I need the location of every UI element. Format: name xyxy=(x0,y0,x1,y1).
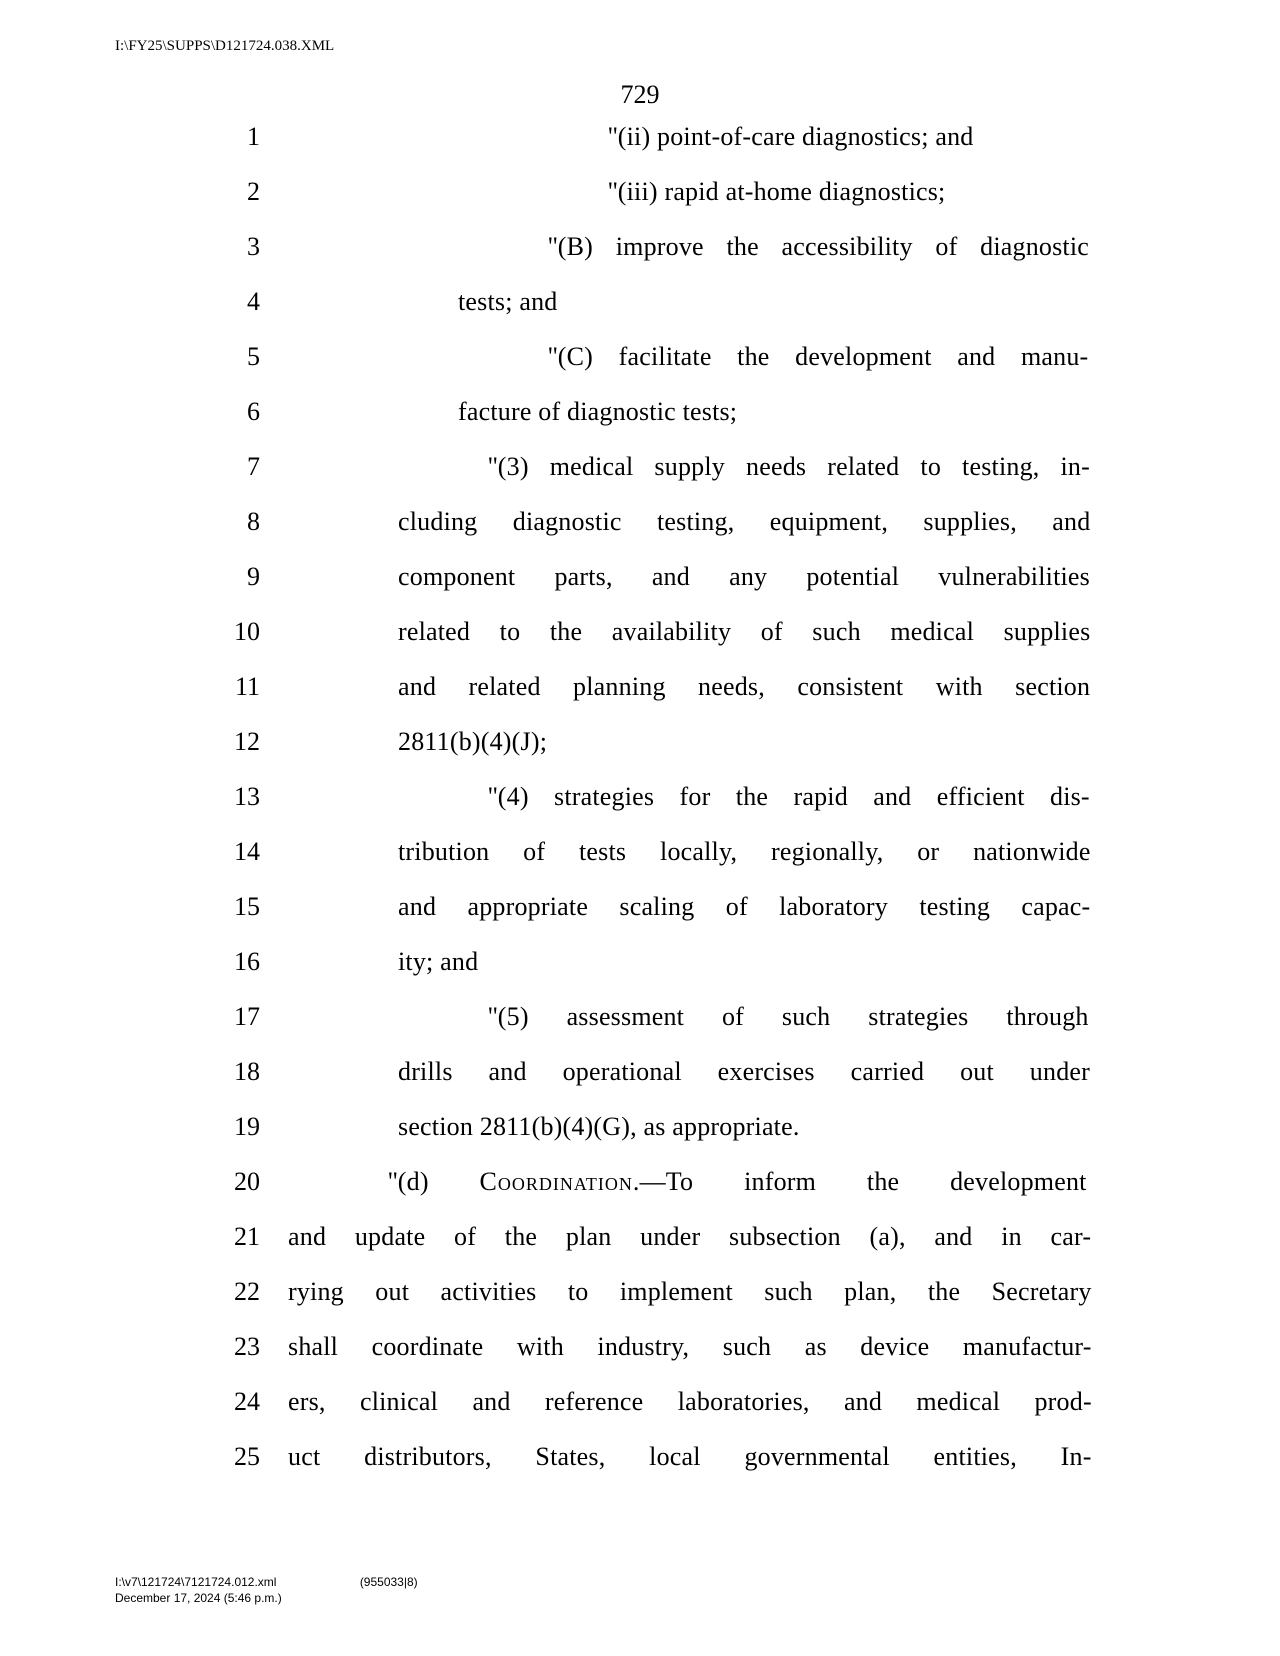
bill-line: 11and related planning needs, consistent… xyxy=(200,672,1080,727)
line-number: 20 xyxy=(200,1167,288,1197)
line-text: ''(B) improve the accessibility of diagn… xyxy=(288,232,1089,262)
line-number: 25 xyxy=(200,1442,288,1472)
line-text: tribution of tests locally, regionally, … xyxy=(288,837,1091,867)
line-text: ity; and xyxy=(288,947,478,977)
line-text: rying out activities to implement such p… xyxy=(288,1277,1092,1307)
bill-line: 3''(B) improve the accessibility of diag… xyxy=(200,232,1080,287)
line-number: 9 xyxy=(200,562,288,592)
line-text: shall coordinate with industry, such as … xyxy=(288,1332,1092,1362)
line-number: 18 xyxy=(200,1057,288,1087)
line-number: 24 xyxy=(200,1387,288,1417)
line-number: 22 xyxy=(200,1277,288,1307)
line-text: drills and operational exercises carried… xyxy=(288,1057,1090,1087)
line-text: ''(4) strategies for the rapid and effic… xyxy=(288,782,1090,812)
line-text: cluding diagnostic testing, equipment, s… xyxy=(288,507,1090,537)
bill-line: 21and update of the plan under subsectio… xyxy=(200,1222,1080,1277)
bill-line: 2''(iii) rapid at-home diagnostics; xyxy=(200,177,1080,232)
bill-line: 7''(3) medical supply needs related to t… xyxy=(200,452,1080,507)
line-number: 23 xyxy=(200,1332,288,1362)
line-text: ''(d) Coordination.—To inform the develo… xyxy=(288,1167,1087,1197)
line-number: 17 xyxy=(200,1002,288,1032)
line-number: 1 xyxy=(200,122,288,152)
bill-line: 22rying out activities to implement such… xyxy=(200,1277,1080,1332)
line-text: ''(C) facilitate the development and man… xyxy=(288,342,1088,372)
bill-text-content: 1''(ii) point-of-care diagnostics; and2'… xyxy=(200,122,1080,1497)
line-text: and appropriate scaling of laboratory te… xyxy=(288,892,1090,922)
line-number: 21 xyxy=(200,1222,288,1252)
bill-line: 6facture of diagnostic tests; xyxy=(200,397,1080,452)
line-number: 8 xyxy=(200,507,288,537)
line-number: 5 xyxy=(200,342,288,372)
line-number: 3 xyxy=(200,232,288,262)
bill-line: 23shall coordinate with industry, such a… xyxy=(200,1332,1080,1387)
bill-line: 16ity; and xyxy=(200,947,1080,1002)
line-text: ''(iii) rapid at-home diagnostics; xyxy=(288,177,945,207)
line-text: and update of the plan under subsection … xyxy=(288,1222,1091,1252)
line-text: section 2811(b)(4)(G), as appropriate. xyxy=(288,1112,800,1142)
bill-line: 24ers, clinical and reference laboratori… xyxy=(200,1387,1080,1442)
page-number: 729 xyxy=(0,80,1280,110)
footer-version-id: (955033|8) xyxy=(360,1574,418,1590)
line-text: 2811(b)(4)(J); xyxy=(288,727,547,757)
line-text: uct distributors, States, local governme… xyxy=(288,1442,1092,1472)
line-number: 16 xyxy=(200,947,288,977)
line-text: related to the availability of such medi… xyxy=(288,617,1090,647)
bill-line: 4tests; and xyxy=(200,287,1080,342)
bill-line: 20''(d) Coordination.—To inform the deve… xyxy=(200,1167,1080,1222)
line-number: 13 xyxy=(200,782,288,812)
bill-line: 15and appropriate scaling of laboratory … xyxy=(200,892,1080,947)
line-number: 7 xyxy=(200,452,288,482)
bill-line: 14tribution of tests locally, regionally… xyxy=(200,837,1080,892)
bill-line: 5''(C) facilitate the development and ma… xyxy=(200,342,1080,397)
line-text: and related planning needs, consistent w… xyxy=(288,672,1090,702)
line-number: 4 xyxy=(200,287,288,317)
bill-line: 8cluding diagnostic testing, equipment, … xyxy=(200,507,1080,562)
line-number: 2 xyxy=(200,177,288,207)
bill-line: 25uct distributors, States, local govern… xyxy=(200,1442,1080,1497)
line-number: 19 xyxy=(200,1112,288,1142)
line-number: 12 xyxy=(200,727,288,757)
bill-line: 122811(b)(4)(J); xyxy=(200,727,1080,782)
line-number: 6 xyxy=(200,397,288,427)
line-text: facture of diagnostic tests; xyxy=(288,397,737,427)
bill-line: 9component parts, and any potential vuln… xyxy=(200,562,1080,617)
line-number: 10 xyxy=(200,617,288,647)
bill-line: 10related to the availability of such me… xyxy=(200,617,1080,672)
line-number: 11 xyxy=(200,672,288,702)
line-text: component parts, and any potential vulne… xyxy=(288,562,1090,592)
bill-line: 18drills and operational exercises carri… xyxy=(200,1057,1080,1112)
footer-date: December 17, 2024 (5:46 p.m.) xyxy=(115,1590,418,1606)
bill-line: 13''(4) strategies for the rapid and eff… xyxy=(200,782,1080,837)
footer: I:\v7\121724\7121724.012.xml (955033|8) … xyxy=(115,1574,418,1606)
line-number: 15 xyxy=(200,892,288,922)
bill-line: 19section 2811(b)(4)(G), as appropriate. xyxy=(200,1112,1080,1167)
line-text: ''(5) assessment of such strategies thro… xyxy=(288,1002,1089,1032)
file-path-header: I:\FY25\SUPPS\D121724.038.XML xyxy=(115,38,334,55)
footer-file-path: I:\v7\121724\7121724.012.xml xyxy=(115,1574,276,1590)
line-text: ''(ii) point-of-care diagnostics; and xyxy=(288,122,973,152)
line-text: ers, clinical and reference laboratories… xyxy=(288,1387,1092,1417)
line-text: tests; and xyxy=(288,287,558,317)
bill-line: 1''(ii) point-of-care diagnostics; and xyxy=(200,122,1080,177)
line-text: ''(3) medical supply needs related to te… xyxy=(288,452,1090,482)
bill-line: 17''(5) assessment of such strategies th… xyxy=(200,1002,1080,1057)
line-number: 14 xyxy=(200,837,288,867)
